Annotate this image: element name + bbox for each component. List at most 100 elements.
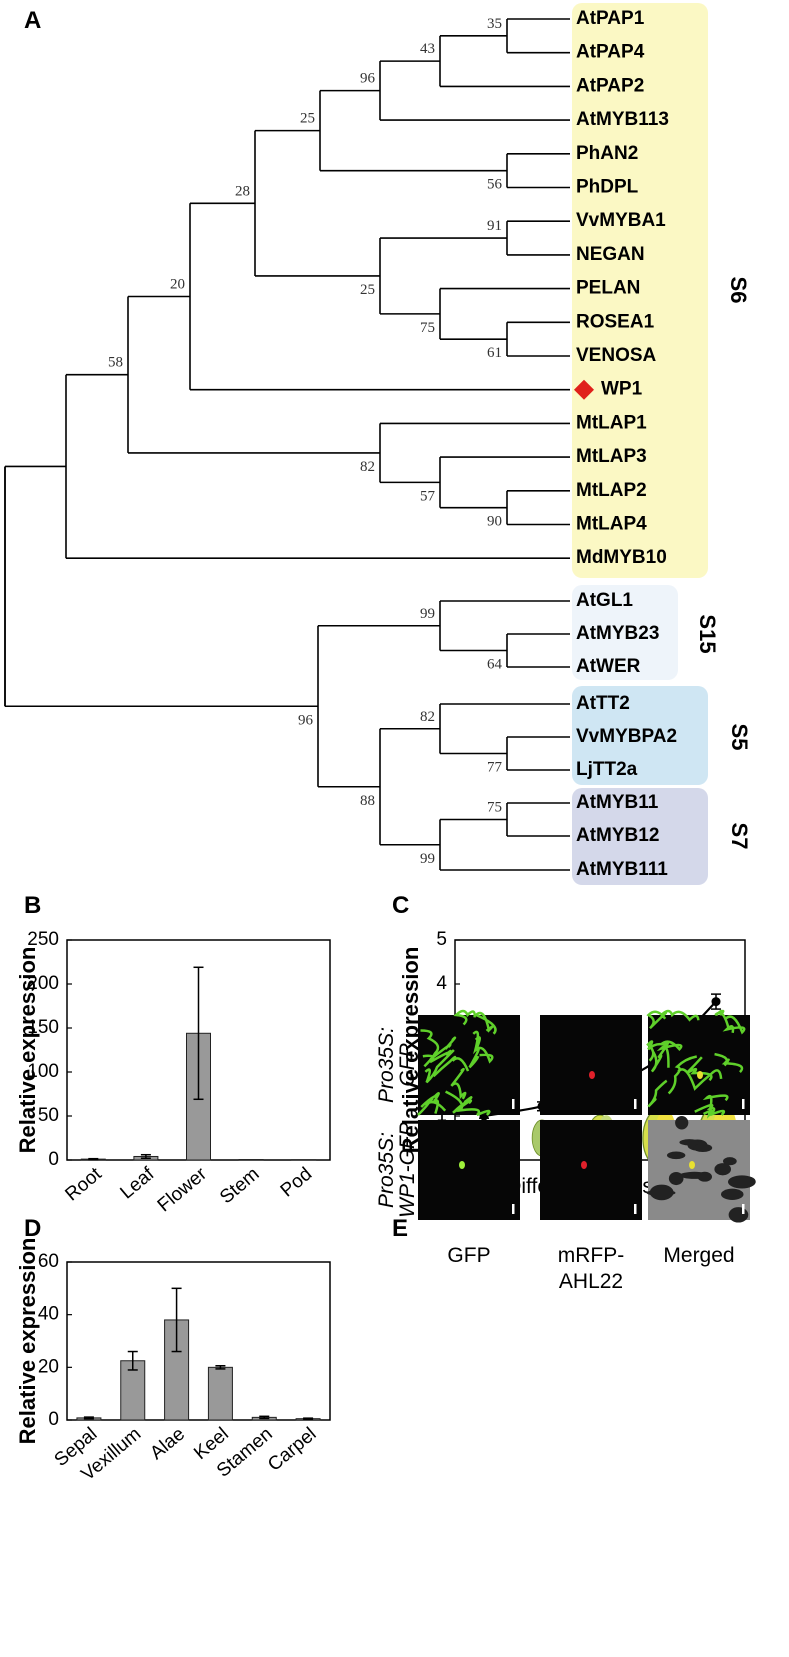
leaf-label: LjTT2a [576, 759, 638, 780]
micrograph-bg [418, 1120, 520, 1220]
bootstrap-value: 28 [235, 183, 250, 199]
leaf-label: ROSEA1 [576, 311, 655, 332]
y-tick-label: 60 [38, 1251, 59, 1272]
leaf-label: NEGAN [576, 244, 645, 265]
cell-outline [677, 1068, 723, 1091]
row-label: Pro35S: [375, 1132, 398, 1208]
cell-shadow [720, 1188, 744, 1200]
error-bar [171, 1287, 182, 1353]
panel-label: E [392, 1215, 408, 1242]
cell-outline [647, 1079, 668, 1108]
cell-shadow [675, 1116, 689, 1130]
error-bar [83, 1416, 94, 1420]
x-tick-label: Root [61, 1163, 106, 1205]
panel-label: A [24, 7, 41, 34]
leaf-label: MtLAP4 [576, 514, 647, 535]
leaf-label: AtPAP2 [576, 75, 644, 96]
clade-box-s5 [572, 686, 708, 785]
leaf-label: AtPAP1 [576, 8, 645, 29]
y-tick-label: 40 [38, 1304, 59, 1325]
cell-shadow [679, 1139, 700, 1146]
leaf-label: AtGL1 [576, 590, 633, 611]
x-tick-label: Leaf [117, 1163, 159, 1203]
bootstrap-value: 99 [420, 606, 435, 622]
cell-outline [452, 1096, 473, 1114]
leaf-label: AtMYB113 [576, 109, 669, 130]
leaf-label: PELAN [576, 278, 640, 299]
bootstrap-value: 82 [420, 709, 435, 725]
clade-label: S5 [727, 724, 752, 751]
nucleus [581, 1161, 587, 1169]
bootstrap-value: 91 [487, 218, 502, 234]
cell-shadow [668, 1171, 684, 1186]
y-tick-label: 1 [436, 1105, 447, 1126]
cell-outline [472, 1030, 494, 1064]
micrograph [540, 1120, 642, 1220]
leaf-label: PhAN2 [576, 143, 638, 164]
bootstrap-value: 25 [300, 111, 315, 127]
y-axis-title: Relative expression [15, 947, 40, 1154]
x-tick-label: Alae [146, 1424, 189, 1465]
micrograph [417, 1009, 520, 1117]
bootstrap-value: 58 [108, 355, 123, 371]
bootstrap-value: 43 [420, 41, 435, 57]
cell-shadow [697, 1171, 712, 1182]
x-tick-label: Stem [216, 1164, 263, 1209]
leaf-label: MtLAP2 [576, 480, 647, 501]
column-label: GFP [447, 1244, 490, 1267]
bootstrap-value: 75 [487, 800, 502, 816]
panel-label: D [24, 1215, 41, 1242]
nucleus [689, 1161, 695, 1169]
cell-outline [420, 1092, 440, 1114]
cell-outline [660, 1009, 700, 1022]
cell-outline [714, 1052, 744, 1073]
row-label: GFP [396, 1043, 419, 1086]
y-tick-label: 150 [27, 1017, 59, 1038]
cell-outline [420, 1029, 440, 1068]
scale-bar [742, 1099, 745, 1109]
cell-outline [722, 1015, 746, 1035]
cell-shadow [649, 1184, 674, 1201]
error-bar [127, 1350, 138, 1371]
error-bar [303, 1417, 314, 1420]
row-label: Pro35S: [375, 1027, 398, 1103]
leaf-label: AtPAP4 [576, 42, 645, 63]
bootstrap-value: 88 [360, 793, 375, 809]
error-bar [259, 1415, 270, 1420]
y-tick-label: 5 [436, 929, 447, 950]
micrograph-bg [648, 1120, 750, 1220]
leaf-label: MtLAP3 [576, 446, 647, 467]
cell-outline [650, 1041, 670, 1073]
bootstrap-value: 20 [170, 276, 185, 292]
bar [207, 1366, 233, 1421]
point [711, 997, 721, 1007]
column-label: AHL22 [559, 1270, 623, 1293]
error-bar [215, 1365, 226, 1370]
bootstrap-value: 57 [420, 488, 436, 504]
cell-shadow [736, 1176, 756, 1186]
y-tick-label: 250 [27, 929, 59, 950]
scale-bar [512, 1204, 515, 1214]
cell-shadow [714, 1163, 732, 1176]
cell-outline [450, 1067, 467, 1100]
bootstrap-value: 56 [487, 177, 503, 193]
cell-outline [424, 1049, 455, 1084]
y-tick-label: 200 [27, 973, 59, 994]
panel-label: C [392, 892, 409, 919]
x-tick-label: Carpel [264, 1424, 320, 1476]
clade-box-s15 [572, 585, 678, 680]
leaf-label: PhDPL [576, 177, 639, 198]
micrograph [540, 1015, 642, 1115]
leaf-label: VvMYBPA2 [576, 726, 677, 747]
scale-bar [742, 1204, 745, 1214]
leaf-label: AtWER [576, 656, 641, 677]
bootstrap-value: 96 [298, 712, 314, 728]
cell-outline [714, 1009, 730, 1029]
scale-bar [634, 1099, 637, 1109]
y-tick-label: 0 [48, 1149, 59, 1170]
micrograph [418, 1120, 520, 1220]
clade-label: S6 [726, 277, 751, 304]
bootstrap-value: 99 [420, 851, 435, 867]
cell-shadow [723, 1157, 737, 1166]
y-tick-label: 50 [38, 1105, 59, 1126]
